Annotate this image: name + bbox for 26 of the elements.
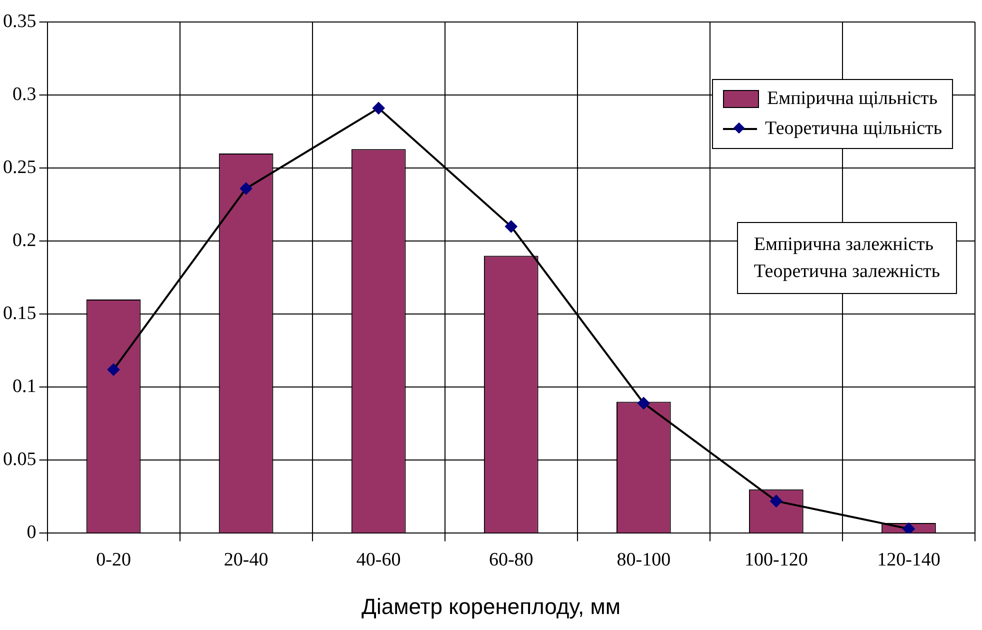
y-tick-label: 0 [26,522,36,544]
x-tick-label: 80-100 [616,550,671,571]
y-tick-label: 0.2 [12,230,36,252]
x-tick-label: 120-140 [877,550,940,571]
legend-label: Теоретична щільність [764,118,942,140]
point [505,220,518,232]
point [108,364,120,376]
y-tick-label: 0.25 [3,157,36,178]
x-axis-title: Діаметр коренеплоду, мм [360,594,622,620]
x-tick-label: 100-120 [744,550,808,571]
point [902,522,915,534]
y-tick-label: 0.15 [3,303,36,324]
point [638,397,650,410]
y-tick-label: 0.35 [3,10,36,32]
legend-label: Емпірична щільність [766,88,938,110]
x-tick-label: 60-80 [488,550,534,571]
y-tick-label: 0.3 [12,84,36,106]
annotation: Емпірична залежність Теоретична залежність [736,222,957,294]
y-tick-label: 0.05 [3,449,36,470]
point [240,182,252,195]
x-tick-label: 40-60 [356,550,401,571]
x-tick-label: 20-40 [224,550,268,571]
x-tick-label: 0-20 [96,550,131,571]
y-tick-label: 0.1 [12,376,36,398]
point [770,495,782,508]
point [372,102,385,114]
